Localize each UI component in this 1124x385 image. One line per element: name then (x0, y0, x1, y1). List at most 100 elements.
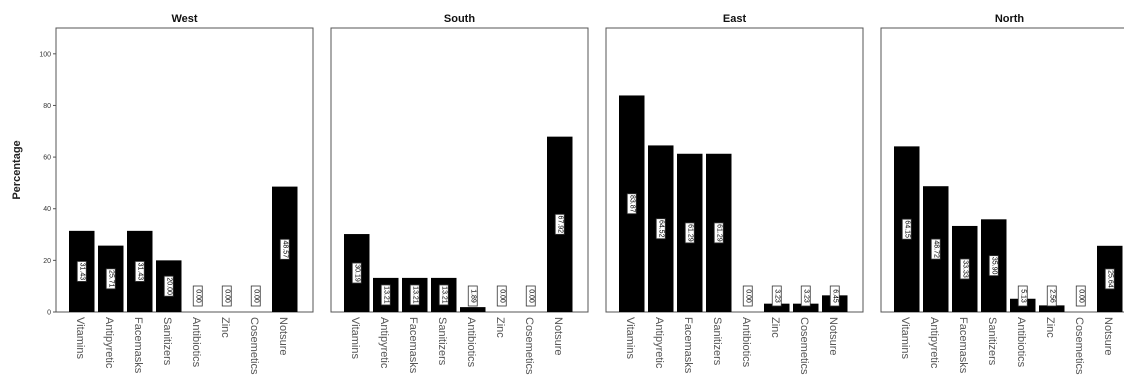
data-label-text: 83.87 (628, 195, 635, 213)
data-label: 5.13 (1017, 285, 1028, 307)
data-label-box (221, 285, 232, 307)
data-label: 13.21 (438, 284, 449, 306)
y-tick-label: 60 (43, 155, 51, 162)
data-label: 31.43 (76, 261, 87, 282)
data-label: 31.43 (134, 261, 145, 282)
panel-title: East (723, 13, 747, 25)
y-axis-label: Percentage (11, 140, 23, 199)
x-tick-label: Vitamins (624, 317, 636, 359)
x-tick-label: Antipyretic (378, 317, 390, 369)
data-label-box (930, 238, 941, 260)
x-tick-label: Facemasks (407, 317, 419, 374)
x-tick-label: Antibiotics (1015, 317, 1027, 368)
y-tick-label: 0 (47, 310, 51, 317)
x-tick-label: Zinc (769, 317, 781, 338)
x-tick-label: Notsure (277, 317, 289, 356)
panel-title: North (995, 13, 1025, 25)
data-label-text: 0.00 (252, 289, 259, 303)
data-label: 0.00 (525, 285, 536, 307)
data-label: 35.90 (988, 255, 999, 277)
bar (460, 307, 486, 312)
data-label-text: 31.43 (78, 263, 85, 281)
bar (1039, 305, 1065, 312)
data-label-box (192, 285, 203, 307)
x-tick-label: Facemasks (682, 317, 694, 374)
data-label-text: 25.71 (107, 270, 114, 288)
data-label-box (409, 284, 420, 306)
data-label-box (684, 222, 695, 244)
panel-north: North 64.15 Vitamins 48.72 Antipyretic 33.33 F… (880, 13, 1124, 375)
data-label-box (1046, 285, 1057, 307)
x-tick-label: Vitamins (349, 317, 361, 359)
data-label-text: 61.29 (686, 224, 693, 242)
data-label-text: 13.21 (382, 286, 389, 304)
panel-south: South 30.19 Vitamins 13.21 Antipyretic 13.21 F… (330, 13, 589, 375)
data-label-text: 2.56 (1048, 289, 1055, 303)
data-label-text: 0.00 (194, 289, 201, 303)
data-label: 61.29 (684, 222, 695, 244)
data-label: 33.33 (959, 258, 970, 280)
panel-title: South (444, 13, 475, 25)
data-label-box (829, 285, 840, 307)
x-tick-label: Facemasks (132, 317, 144, 374)
panel-west: West 0 20 40 60 80 100 31.43 Vitamins 25.71 Antipy… (39, 13, 314, 375)
data-label: 3.23 (800, 285, 811, 307)
data-label: 0.00 (250, 285, 261, 307)
bar (793, 303, 819, 312)
data-label-text: 67.92 (556, 216, 563, 234)
data-label-text: 33.33 (961, 260, 968, 278)
x-tick-label: Antipyretic (103, 317, 115, 369)
data-label: 64.52 (655, 218, 666, 240)
data-label: 48.57 (279, 238, 290, 260)
data-label: 48.72 (930, 238, 941, 260)
x-tick-label: Sanitizers (436, 317, 448, 366)
data-label: 25.71 (105, 268, 116, 290)
y-tick-label: 80 (43, 103, 51, 110)
x-tick-label: Antibiotics (465, 317, 477, 368)
data-label: 3.23 (771, 285, 782, 307)
data-label-text: 64.15 (903, 220, 910, 238)
data-label-text: 48.57 (281, 241, 288, 259)
data-label-text: 0.00 (1077, 289, 1084, 303)
y-tick-label: 20 (43, 258, 51, 265)
data-label-box (901, 218, 912, 240)
data-label-box (496, 285, 507, 307)
data-label-box (771, 285, 782, 307)
data-label-text: 48.72 (932, 240, 939, 258)
data-label-box (351, 262, 362, 284)
data-label-text: 0.00 (744, 289, 751, 303)
data-label-box (525, 285, 536, 307)
x-tick-label: Cosemetics (798, 317, 810, 375)
data-label: 6.45 (829, 285, 840, 307)
data-label-text: 1.89 (469, 289, 476, 303)
data-label-box (988, 255, 999, 277)
x-tick-label: Zinc (219, 317, 231, 338)
data-label: 20.00 (163, 275, 174, 297)
panels: West 0 20 40 60 80 100 31.43 Vitamins 25.71 Antipy… (39, 13, 1124, 375)
data-label-box (554, 213, 565, 235)
data-label-box (800, 285, 811, 307)
data-label-box (134, 261, 145, 282)
data-label-box (713, 222, 724, 244)
x-tick-label: Antibiotics (190, 317, 202, 368)
data-label-text: 3.23 (802, 289, 809, 303)
panel-frame (330, 27, 589, 313)
data-label-text: 61.29 (715, 224, 722, 242)
data-label: 67.92 (554, 213, 565, 235)
x-tick-label: Cosemetics (1073, 317, 1085, 375)
y-tick-label: 100 (39, 51, 51, 58)
data-label-box (105, 268, 116, 290)
data-label-text: 30.19 (353, 264, 360, 282)
data-label: 64.15 (901, 218, 912, 240)
data-label-box (76, 261, 87, 282)
data-label-text: 0.00 (498, 289, 505, 303)
data-label-box (1075, 285, 1086, 307)
data-label-text: 25.64 (1106, 270, 1113, 288)
x-tick-label: Cosemetics (523, 317, 535, 375)
data-label-text: 0.00 (527, 289, 534, 303)
x-tick-label: Sanitizers (986, 317, 998, 366)
data-label: 61.29 (713, 222, 724, 244)
panel-frame (55, 27, 314, 313)
data-label-text: 20.00 (165, 277, 172, 295)
